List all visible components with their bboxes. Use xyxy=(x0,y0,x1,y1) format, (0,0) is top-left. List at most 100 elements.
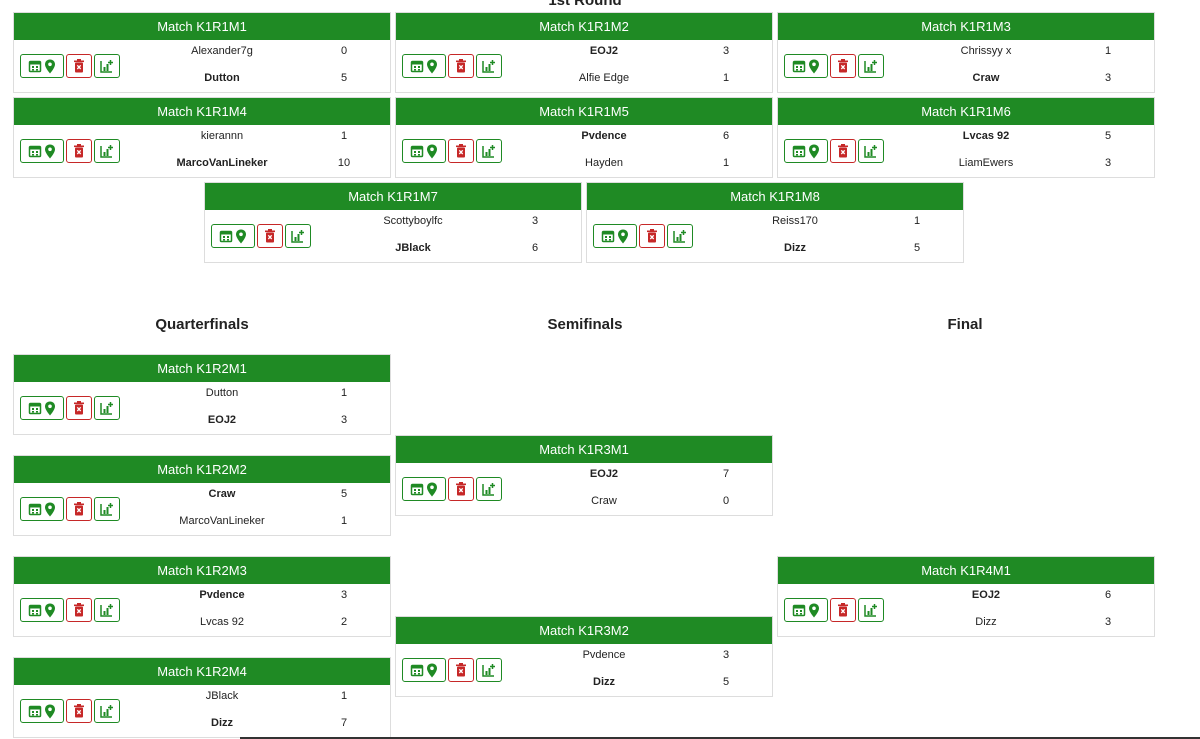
round-title: Final xyxy=(947,316,983,333)
stats-button[interactable] xyxy=(858,54,884,78)
schedule-button[interactable] xyxy=(20,497,64,521)
schedule-button[interactable] xyxy=(20,139,64,163)
schedule-button[interactable] xyxy=(784,139,828,163)
player-name: Alfie Edge xyxy=(578,72,630,84)
round-title: Semifinals xyxy=(547,316,623,333)
match-actions xyxy=(20,598,120,622)
player-score: 1 xyxy=(722,157,730,169)
player-name: Lvcas 92 xyxy=(199,616,245,628)
player-name: Scottyboylfc xyxy=(383,215,443,227)
delete-button[interactable] xyxy=(257,224,283,248)
player-score: 5 xyxy=(340,72,348,84)
match-body: Pvdence 3 Dizz 5 xyxy=(396,644,772,698)
player-score: 3 xyxy=(531,215,539,227)
stats-button[interactable] xyxy=(94,396,120,420)
round-title: 1st Round xyxy=(548,0,622,9)
stats-button[interactable] xyxy=(94,139,120,163)
player-name: Dutton xyxy=(204,72,240,84)
player-name: Chrissyy x xyxy=(960,45,1012,57)
player-name: EOJ2 xyxy=(971,589,1001,601)
stats-button[interactable] xyxy=(476,139,502,163)
match-actions xyxy=(593,224,693,248)
delete-button[interactable] xyxy=(448,54,474,78)
player-score: 2 xyxy=(340,616,348,628)
schedule-button[interactable] xyxy=(593,224,637,248)
delete-button[interactable] xyxy=(448,139,474,163)
stats-button[interactable] xyxy=(94,598,120,622)
schedule-button[interactable] xyxy=(402,477,446,501)
match-body: Pvdence 6 Hayden 1 xyxy=(396,125,772,179)
delete-button[interactable] xyxy=(66,598,92,622)
match-card: Match K1R1M8 Reiss170 1 Dizz 5 xyxy=(586,182,964,263)
schedule-button[interactable] xyxy=(20,396,64,420)
match-body: Craw 5 MarcoVanLineker 1 xyxy=(14,483,390,537)
player-score: 5 xyxy=(340,488,348,500)
stats-button[interactable] xyxy=(285,224,311,248)
player-score: 3 xyxy=(340,589,348,601)
stats-button[interactable] xyxy=(94,54,120,78)
stats-button[interactable] xyxy=(94,497,120,521)
match-body: JBlack 1 Dizz 7 xyxy=(14,685,390,739)
schedule-button[interactable] xyxy=(784,598,828,622)
match-header: Match K1R1M7 xyxy=(205,183,581,210)
stats-button[interactable] xyxy=(858,598,884,622)
stats-button[interactable] xyxy=(476,54,502,78)
delete-button[interactable] xyxy=(66,699,92,723)
match-actions xyxy=(20,54,120,78)
player-name: Dizz xyxy=(211,717,233,729)
player-name: Reiss170 xyxy=(772,215,818,227)
match-body: Reiss170 1 Dizz 5 xyxy=(587,210,963,264)
player-name: Hayden xyxy=(585,157,623,169)
delete-button[interactable] xyxy=(448,477,474,501)
match-body: Lvcas 92 5 LiamEwers 3 xyxy=(778,125,1154,179)
delete-button[interactable] xyxy=(830,598,856,622)
player-score: 3 xyxy=(722,45,730,57)
match-body: Pvdence 3 Lvcas 92 2 xyxy=(14,584,390,638)
stats-button[interactable] xyxy=(476,658,502,682)
delete-button[interactable] xyxy=(448,658,474,682)
match-body: EOJ2 3 Alfie Edge 1 xyxy=(396,40,772,94)
match-body: Dutton 1 EOJ2 3 xyxy=(14,382,390,436)
player-score: 1 xyxy=(340,515,348,527)
match-card: Match K1R1M2 EOJ2 3 Alfie Edge 1 xyxy=(395,12,773,93)
player-name: Craw xyxy=(972,72,1000,84)
delete-button[interactable] xyxy=(830,54,856,78)
player-score: 7 xyxy=(722,468,730,480)
player-name: Alexander7g xyxy=(191,45,253,57)
schedule-button[interactable] xyxy=(211,224,255,248)
schedule-button[interactable] xyxy=(20,699,64,723)
match-actions xyxy=(211,224,311,248)
match-actions xyxy=(20,497,120,521)
stats-button[interactable] xyxy=(667,224,693,248)
match-card: Match K1R1M4 kierannn 1 MarcoVanLineker 10 xyxy=(13,97,391,178)
player-name: MarcoVanLineker xyxy=(179,515,265,527)
schedule-button[interactable] xyxy=(20,598,64,622)
schedule-button[interactable] xyxy=(402,139,446,163)
delete-button[interactable] xyxy=(830,139,856,163)
bottom-edge xyxy=(240,737,1200,739)
match-body: kierannn 1 MarcoVanLineker 10 xyxy=(14,125,390,179)
delete-button[interactable] xyxy=(66,396,92,420)
schedule-button[interactable] xyxy=(784,54,828,78)
schedule-button[interactable] xyxy=(402,54,446,78)
delete-button[interactable] xyxy=(66,139,92,163)
schedule-button[interactable] xyxy=(402,658,446,682)
player-score: 10 xyxy=(337,157,351,169)
match-body: EOJ2 7 Craw 0 xyxy=(396,463,772,517)
player-name: kierannn xyxy=(200,130,244,142)
player-name: Craw xyxy=(208,488,236,500)
match-card: Match K1R1M1 Alexander7g 0 Dutton 5 xyxy=(13,12,391,93)
player-score: 3 xyxy=(1104,616,1112,628)
stats-button[interactable] xyxy=(476,477,502,501)
stats-button[interactable] xyxy=(94,699,120,723)
match-header: Match K1R1M4 xyxy=(14,98,390,125)
delete-button[interactable] xyxy=(639,224,665,248)
schedule-button[interactable] xyxy=(20,54,64,78)
stats-button[interactable] xyxy=(858,139,884,163)
delete-button[interactable] xyxy=(66,497,92,521)
delete-button[interactable] xyxy=(66,54,92,78)
player-name: Pvdence xyxy=(199,589,245,601)
match-actions xyxy=(20,699,120,723)
match-card: Match K1R3M1 EOJ2 7 Craw 0 xyxy=(395,435,773,516)
